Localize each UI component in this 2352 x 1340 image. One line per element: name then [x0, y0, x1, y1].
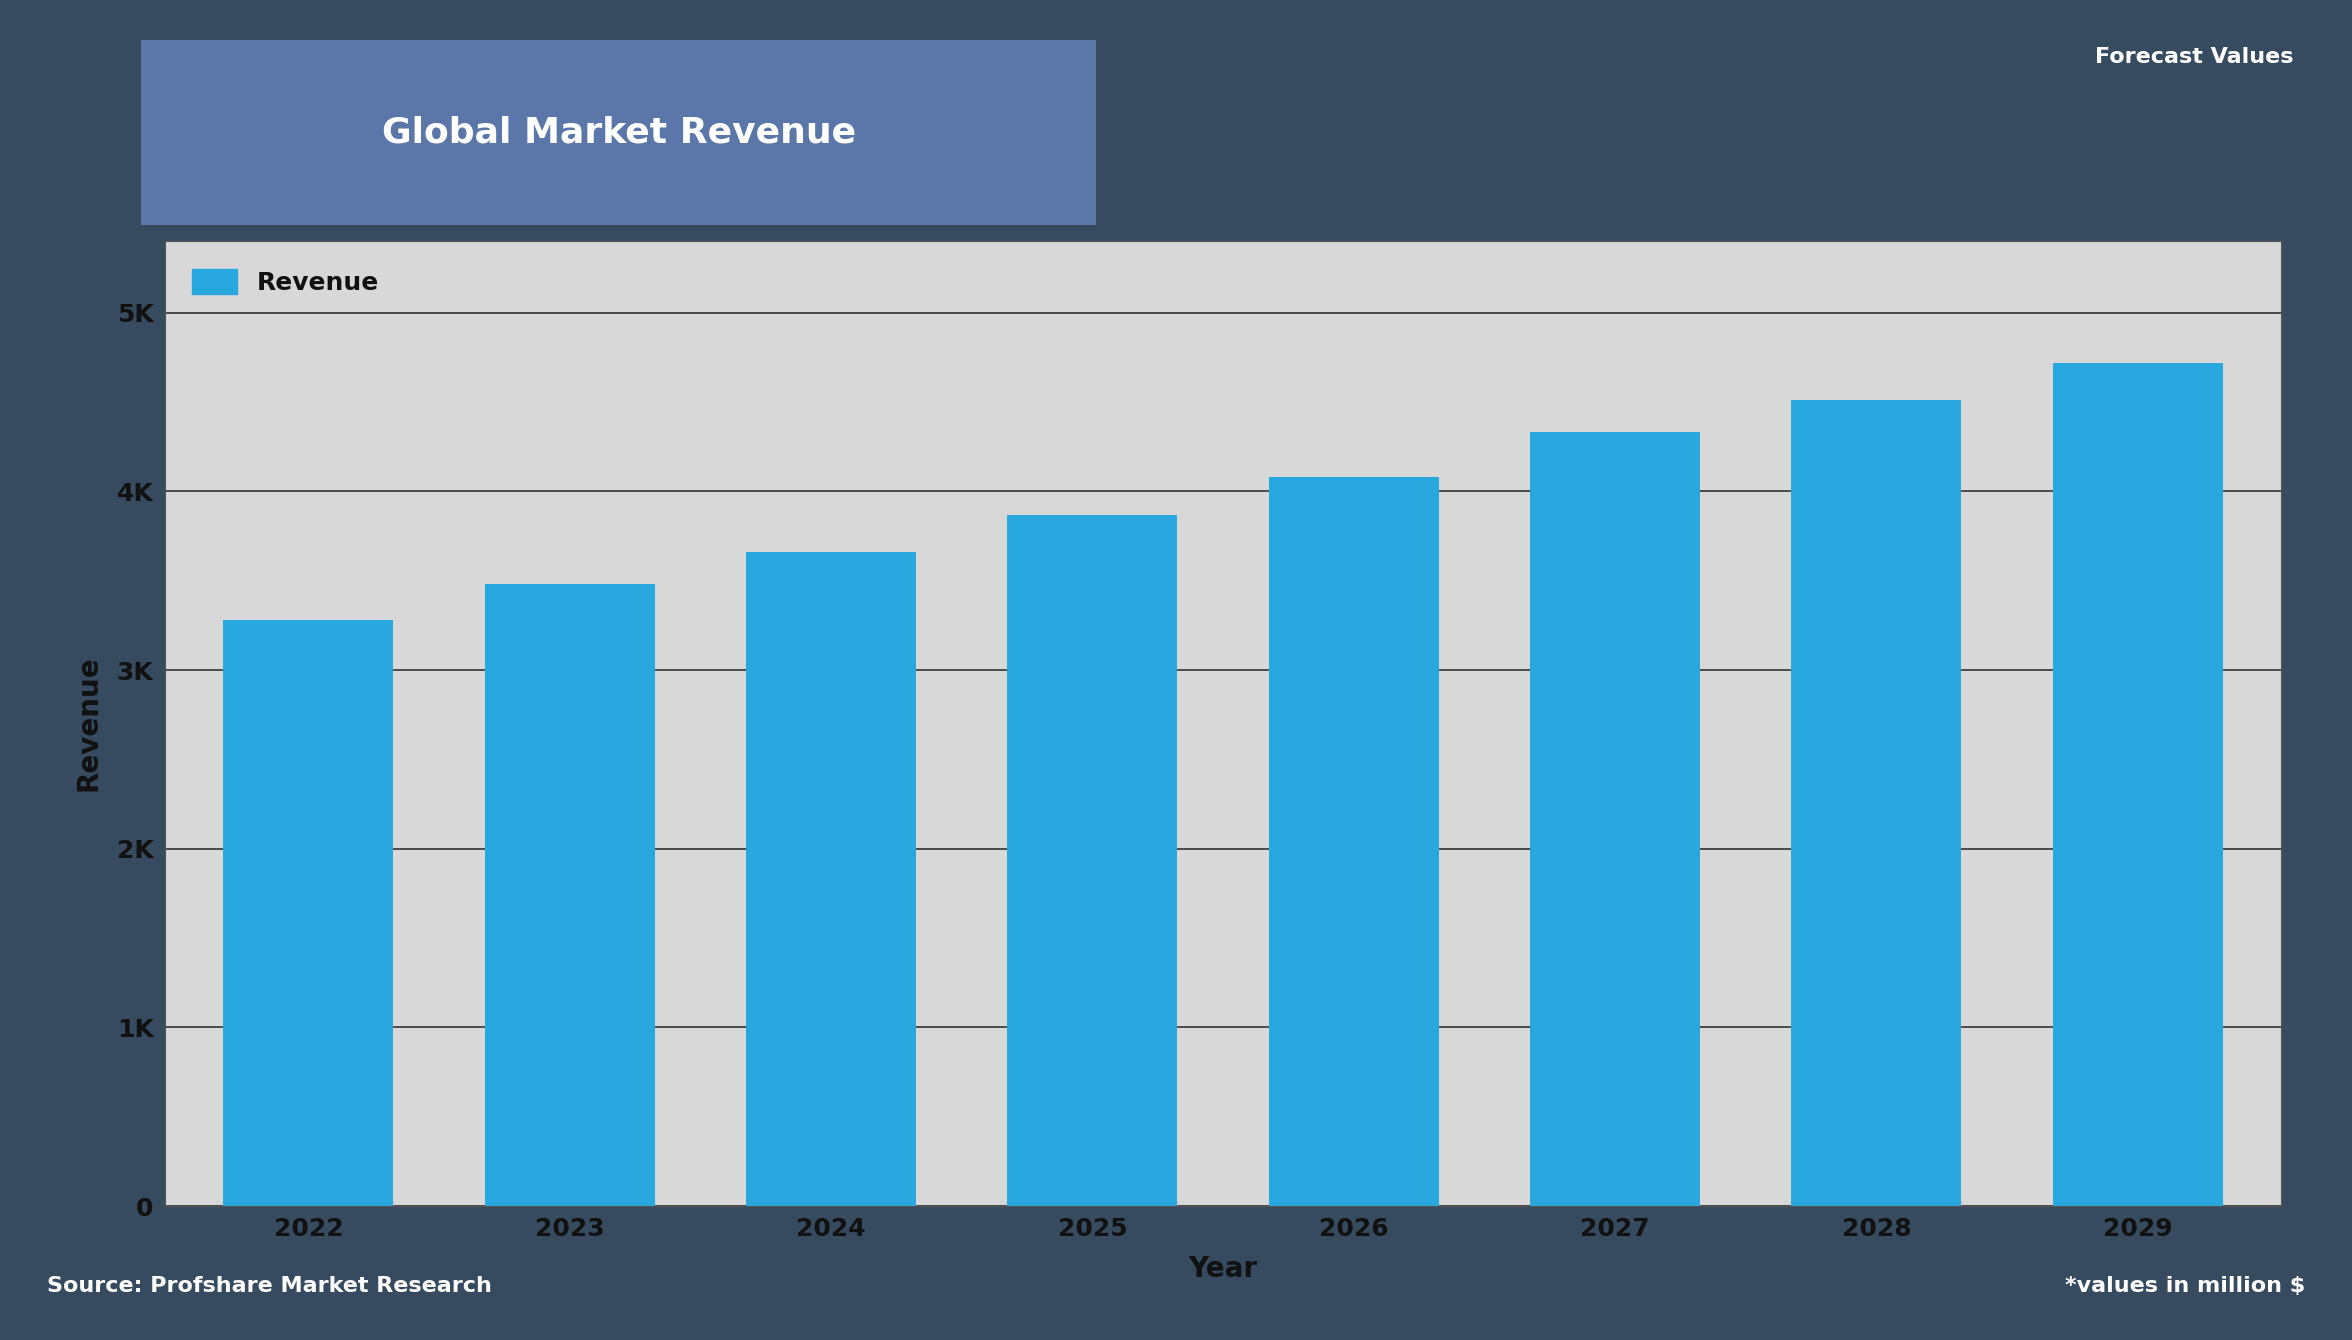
Bar — [1007, 515, 1178, 1206]
Bar — [746, 552, 915, 1206]
Text: Source: Profshare Market Research: Source: Profshare Market Research — [47, 1277, 492, 1296]
Bar — [1792, 401, 1962, 1206]
Bar — [1268, 477, 1439, 1206]
Bar — [485, 584, 654, 1206]
Legend: Revenue: Revenue — [176, 253, 395, 310]
Bar — [2053, 363, 2223, 1206]
Text: Forecast Values: Forecast Values — [2096, 47, 2293, 67]
X-axis label: Year: Year — [1188, 1256, 1258, 1282]
Text: *values in million $: *values in million $ — [2065, 1277, 2305, 1296]
Bar — [223, 620, 393, 1206]
Text: Global Market Revenue: Global Market Revenue — [381, 115, 856, 150]
Y-axis label: Revenue: Revenue — [75, 655, 103, 792]
Bar — [1531, 433, 1700, 1206]
